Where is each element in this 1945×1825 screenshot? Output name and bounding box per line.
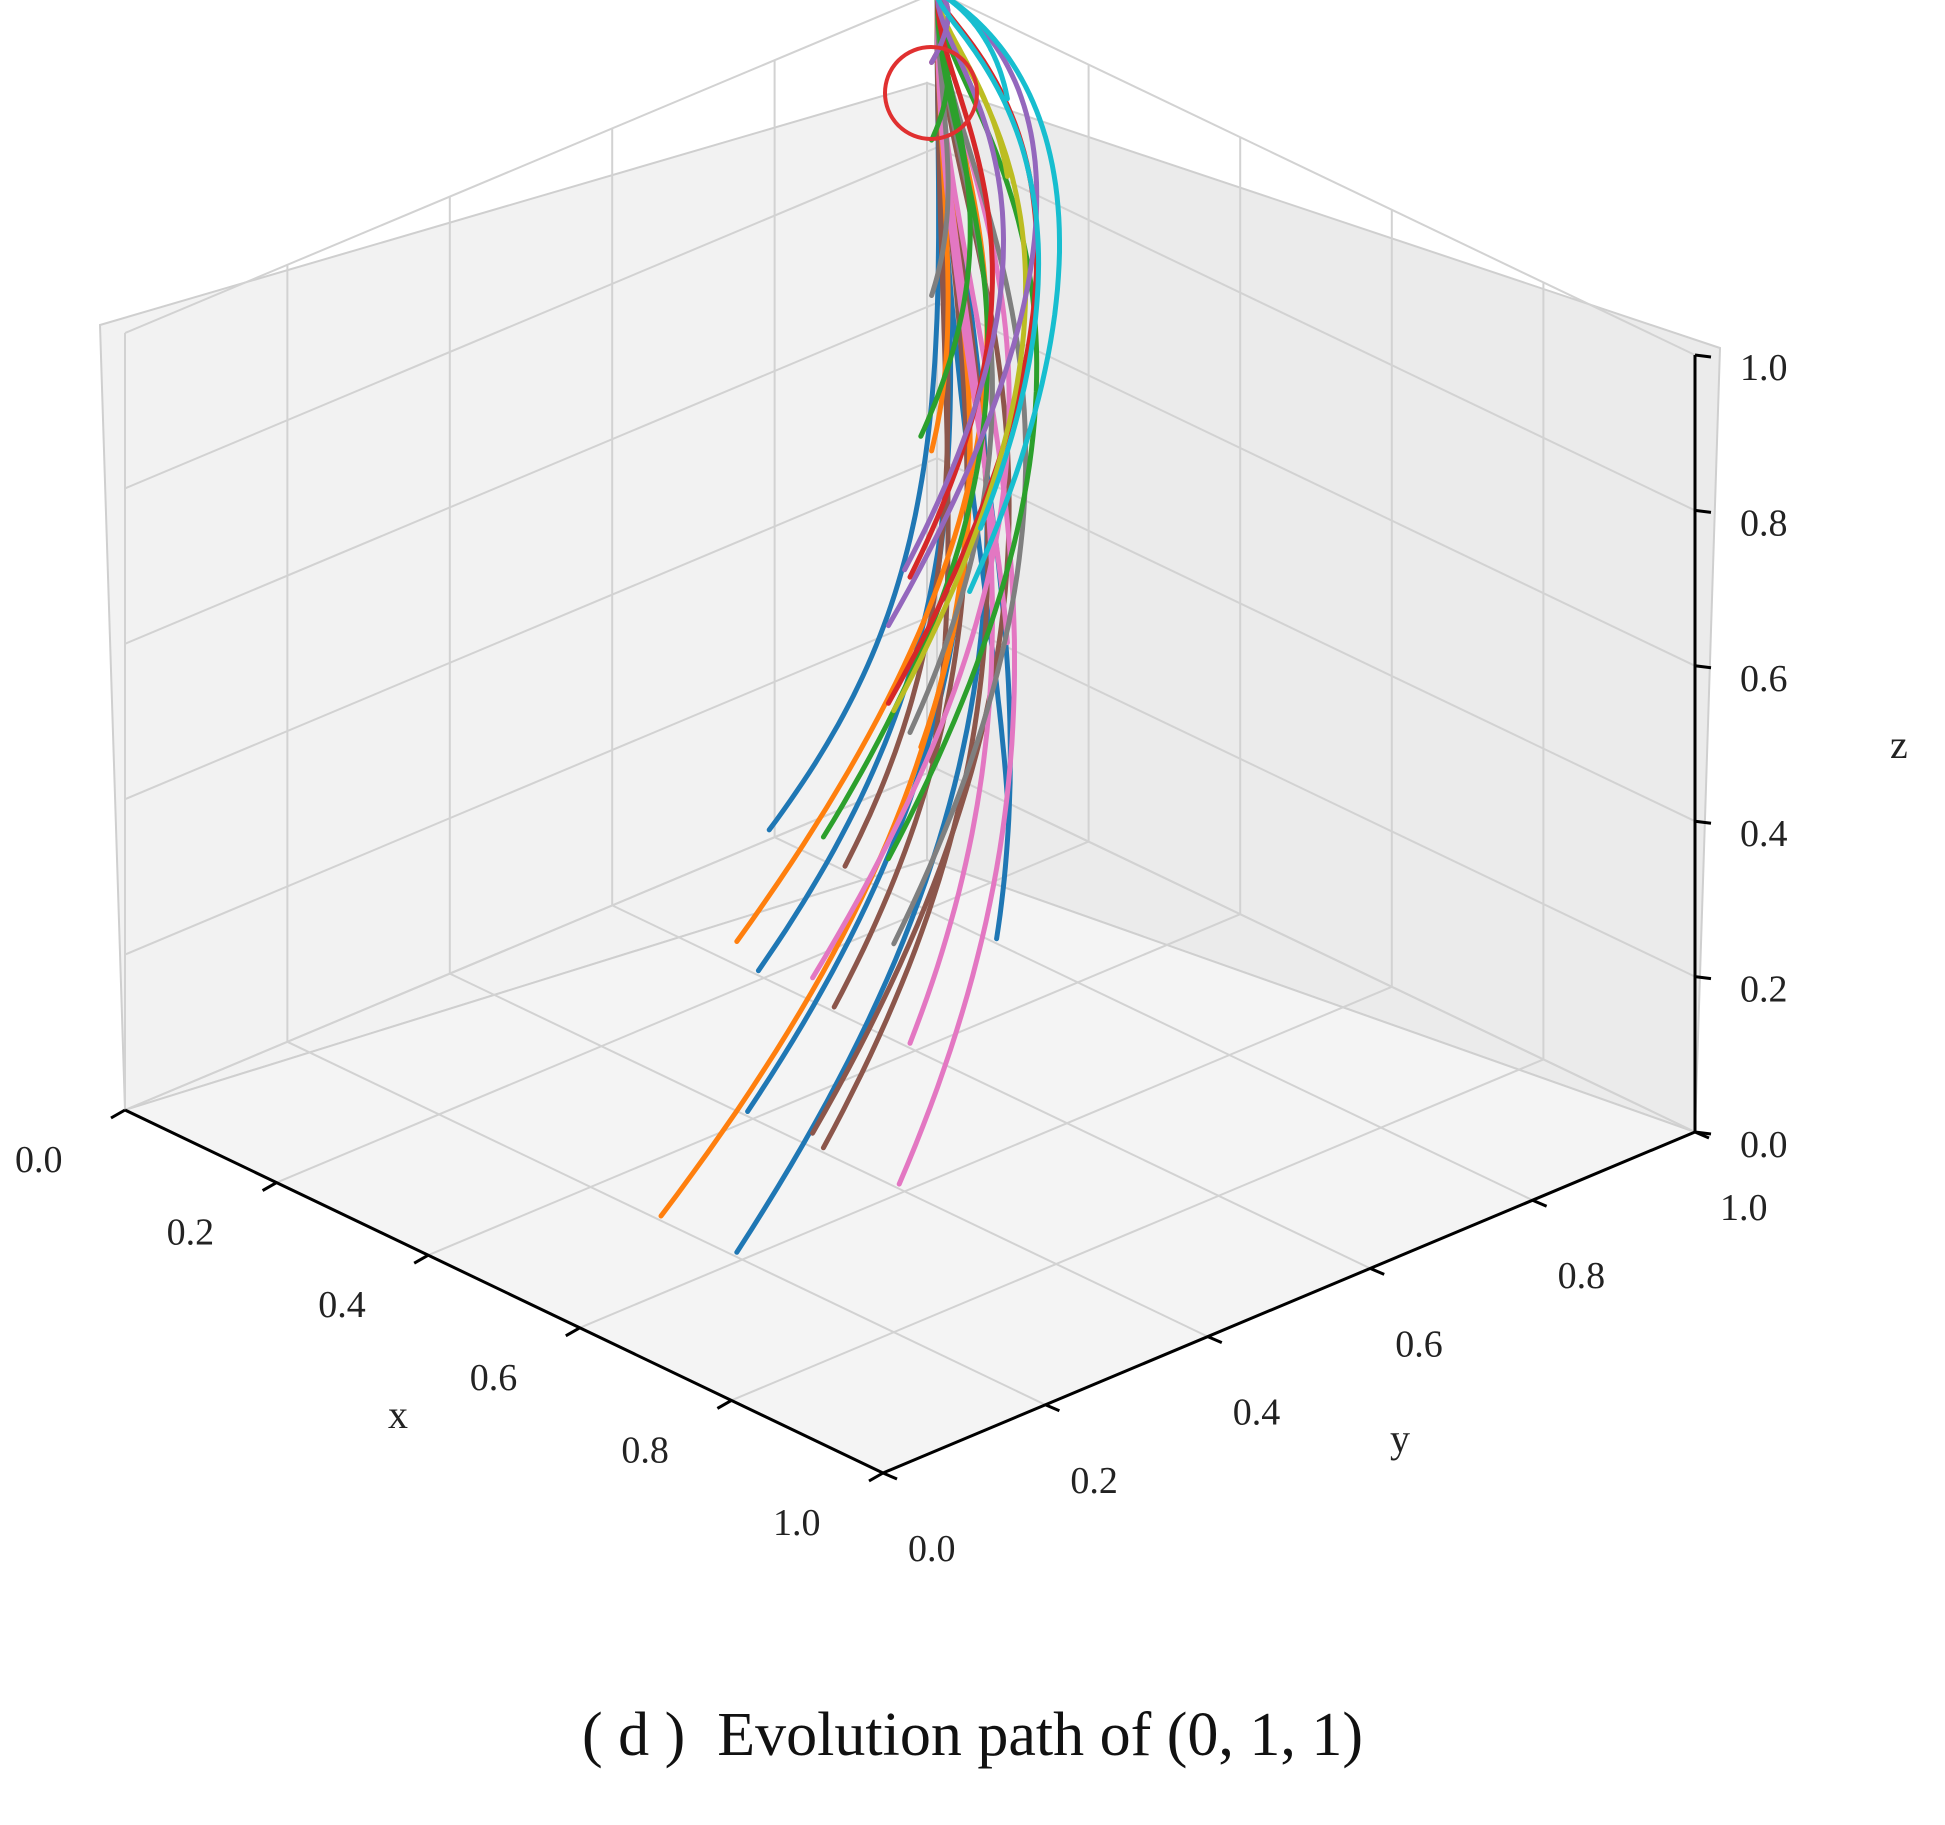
- evolution-path-36: [945, 0, 1062, 594]
- z-tick-label-4: 0.8: [1740, 502, 1788, 544]
- evolution-path-1: [766, 0, 942, 833]
- z-tick-0: [1694, 1130, 1712, 1136]
- z-tick-4: [1694, 508, 1712, 514]
- grid-floor-y-2: [449, 972, 1209, 1338]
- convergence-marker: [883, 45, 979, 141]
- grid-floor-y-3: [611, 904, 1371, 1270]
- x-tick-label-2: 0.4: [318, 1284, 366, 1326]
- grid-pane-b-h-5: [124, 0, 921, 334]
- grid-pane-b-h-3: [124, 301, 938, 645]
- evolution-paths: [658, 0, 1062, 1255]
- evolution-path-34: [902, 0, 1006, 573]
- y-axis-label: y: [1390, 1416, 1410, 1461]
- grid-pane-a-h-1: [936, 612, 1696, 978]
- x-tick-4: [716, 1399, 733, 1410]
- grid-pane-a-h-4: [936, 146, 1696, 512]
- z-tick-label-1: 0.2: [1740, 969, 1788, 1011]
- x-axis-line: [124, 1108, 884, 1475]
- x-tick-3: [565, 1326, 581, 1338]
- z-tick-label-3: 0.6: [1740, 658, 1788, 700]
- y-tick-label-3: 0.6: [1395, 1323, 1443, 1365]
- caption-text: Evolution path of (0, 1, 1): [717, 1701, 1364, 1769]
- evolution-path-26: [918, 0, 973, 439]
- y-axis-line: [882, 1130, 1696, 1475]
- x-tick-label-5: 1.0: [773, 1502, 821, 1544]
- figure-caption: ( d ) Evolution path of (0, 1, 1): [0, 1700, 1945, 1771]
- evolution-path-37: [936, 0, 1042, 531]
- evolution-path-35: [945, 0, 1010, 102]
- evolution-path-8: [842, 0, 951, 869]
- x-tick-1: [261, 1181, 278, 1192]
- x-tick-2: [413, 1253, 429, 1265]
- z-tick-1: [1694, 975, 1712, 981]
- x-tick-label-0: 0.0: [15, 1139, 63, 1181]
- grid-floor-x-1: [276, 840, 1089, 1184]
- axes: [124, 355, 1697, 1475]
- evolution-path-17: [907, 0, 995, 1046]
- grid-pane-a-h-3: [936, 301, 1696, 667]
- y-tick-label-5: 1.0: [1720, 1187, 1768, 1229]
- z-axis-label: z: [1890, 722, 1908, 767]
- y-tick-1: [1044, 1403, 1060, 1413]
- x-tick-label-3: 0.6: [470, 1357, 518, 1399]
- grid-pane-a-h-2: [936, 457, 1696, 823]
- y-tick-0: [882, 1471, 898, 1481]
- z-tick-label-0: 0.0: [1740, 1124, 1788, 1166]
- y-tick-label-0: 0.0: [908, 1528, 956, 1570]
- y-tick-3: [1369, 1267, 1385, 1276]
- grid-pane-b-h-1: [124, 612, 938, 956]
- x-tick-0: [110, 1108, 126, 1120]
- grid-floor-y-4: [774, 836, 1534, 1202]
- z-tick-3: [1694, 664, 1712, 670]
- chart-3d-plot: 0.0 0.2 0.4 0.6 0.8 1.0 0.0 0.2 0.4 0.6 0.8 1.0 0.0 0…: [15, 0, 1908, 1570]
- z-tick-label-5: 1.0: [1740, 347, 1788, 389]
- grid-pane-b-h-0: [124, 768, 938, 1111]
- x-tick-label-4: 0.8: [621, 1429, 669, 1471]
- evolution-path-29: [907, 0, 995, 580]
- tick-labels: 0.0 0.2 0.4 0.6 0.8 1.0 0.0 0.2 0.4 0.6 0.8 1.0 0.0 0…: [15, 347, 1788, 1570]
- grid-pane-b-h-2: [124, 457, 938, 801]
- z-tick-2: [1694, 819, 1712, 825]
- y-tick-label-4: 0.8: [1558, 1255, 1606, 1297]
- caption-tag: ( d ): [581, 1701, 686, 1769]
- grid-floor-x-3: [579, 985, 1393, 1329]
- grid-pane-a-h-5: [951, 0, 1696, 356]
- z-tick-label-2: 0.4: [1740, 813, 1788, 855]
- grid-floor-y-5: [936, 768, 1696, 1133]
- grid-floor-x-4: [731, 1058, 1544, 1402]
- y-tick-label-2: 0.4: [1233, 1392, 1281, 1434]
- y-tick-2: [1207, 1335, 1223, 1344]
- x-tick-label-1: 0.2: [167, 1212, 215, 1254]
- x-tick-5: [868, 1471, 884, 1483]
- x-axis-label: x: [388, 1392, 408, 1437]
- grid-floor-y-1: [286, 1040, 1046, 1406]
- y-tick-4: [1532, 1198, 1548, 1208]
- evolution-path-20: [929, 0, 951, 298]
- z-tick-5: [1694, 353, 1712, 359]
- grid-pane-b-h-4: [124, 146, 938, 490]
- y-tick-label-1: 0.2: [1070, 1460, 1118, 1502]
